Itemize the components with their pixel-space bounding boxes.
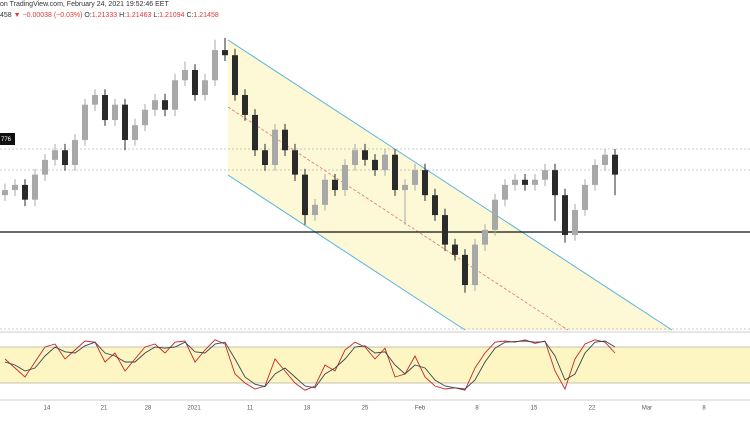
- candle-body: [212, 50, 218, 81]
- ohlc-label: L:: [153, 12, 159, 19]
- candle-body: [522, 179, 528, 185]
- candle-body: [202, 80, 208, 96]
- candle-body: [172, 80, 178, 110]
- candle-body: [282, 129, 288, 151]
- candle-body: [72, 139, 78, 165]
- candle-body: [272, 129, 278, 165]
- channel-lower: [227, 174, 466, 331]
- candle-body: [2, 190, 8, 196]
- candle-body: [162, 100, 168, 110]
- candle-body: [192, 69, 198, 96]
- x-tick-label: 2021: [187, 406, 201, 412]
- candle-body: [22, 184, 28, 200]
- candle-body: [562, 195, 568, 235]
- plot: 14 21 28 2021 11 18 25 Feb 8 15 22 Mar 8: [0, 37, 750, 412]
- candle-body: [142, 109, 148, 126]
- candle-body: [552, 170, 558, 196]
- drawings: [0, 39, 750, 401]
- candle-body: [102, 95, 108, 121]
- price-label-box: [0, 133, 15, 145]
- candle-body: [42, 159, 48, 175]
- candle-body: [82, 104, 88, 140]
- x-tick-label: 21: [101, 406, 108, 412]
- candle-body: [322, 179, 328, 205]
- candle-body: [222, 50, 228, 56]
- candle-body: [382, 154, 388, 171]
- x-tick-label: 11: [247, 406, 254, 412]
- candle-body: [262, 150, 268, 165]
- candle-body: [32, 174, 38, 200]
- x-tick-label: 8: [702, 406, 706, 412]
- candle-body: [362, 150, 368, 160]
- candle-body: [152, 100, 158, 110]
- candle-body: [492, 199, 498, 230]
- x-tick-label: Feb: [415, 406, 426, 412]
- candle-body: [502, 184, 508, 200]
- candle-body: [452, 244, 458, 255]
- candle-body: [332, 179, 338, 191]
- change: ▼ −0.00038 (−0.03%): [14, 12, 83, 19]
- x-tick-label: Mar: [642, 406, 652, 412]
- candle-body: [612, 154, 618, 175]
- candle-body: [442, 215, 448, 245]
- x-tick-label: 25: [362, 406, 369, 412]
- candle-body: [252, 114, 258, 151]
- source: on TradingView.com, February 24, 2021 19…: [0, 1, 169, 8]
- candle-body: [232, 55, 238, 96]
- candle-body: [422, 170, 428, 196]
- candle-body: [112, 104, 118, 121]
- x-tick-label: 18: [304, 406, 311, 412]
- ohlc-label: C:: [186, 12, 193, 19]
- x-tick-label: 22: [589, 406, 596, 412]
- candle-body: [312, 204, 318, 216]
- candle-body: [602, 154, 608, 165]
- candle-body: [352, 150, 358, 165]
- candle-body: [472, 244, 478, 286]
- ohlc-label: O:: [84, 12, 91, 19]
- candle-body: [482, 229, 488, 245]
- last: 458: [0, 12, 12, 19]
- ohlc-label: H:: [119, 12, 126, 19]
- ohlc-value: 1.21094: [159, 12, 184, 19]
- candle-body: [182, 69, 188, 81]
- candle-body: [532, 179, 538, 185]
- candle-body: [582, 184, 588, 210]
- candle-body: [12, 184, 18, 191]
- candle-body: [132, 125, 138, 140]
- candle-body: [292, 150, 298, 175]
- ohlc-value: 1.21458: [193, 12, 218, 19]
- candle-body: [432, 195, 438, 216]
- ohlc-value: 1.21333: [92, 12, 117, 19]
- candle-body: [462, 254, 468, 286]
- candle-body: [592, 165, 598, 185]
- band: [0, 347, 750, 383]
- candle-body: [342, 165, 348, 191]
- x-tick-label: 8: [475, 406, 479, 412]
- candle-body: [412, 170, 418, 185]
- candle-body: [62, 150, 68, 165]
- candle-body: [572, 209, 578, 235]
- quote: 458 ▼ −0.00038 (−0.03%) O:1.21333 H:1.21…: [0, 12, 219, 19]
- channel-upper: [227, 39, 673, 331]
- candle-body: [402, 184, 408, 191]
- x-tick-label: 28: [145, 406, 152, 412]
- candle-body: [92, 95, 98, 105]
- candle-body: [122, 104, 128, 140]
- candle-body: [372, 159, 378, 171]
- candle-body: [302, 174, 308, 216]
- oscillator-line: [4, 340, 616, 390]
- price-label: 776: [1, 137, 12, 143]
- ohlc-value: 1.21463: [126, 12, 151, 19]
- candle-body: [52, 150, 58, 160]
- x-tick-label: 14: [44, 406, 51, 412]
- candle-body: [512, 179, 518, 185]
- candle-body: [242, 95, 248, 115]
- header: on TradingView.com, February 24, 2021 19…: [0, 1, 219, 145]
- candle-body: [542, 170, 548, 180]
- x-tick-label: 15: [531, 406, 538, 412]
- candle-body: [392, 154, 398, 191]
